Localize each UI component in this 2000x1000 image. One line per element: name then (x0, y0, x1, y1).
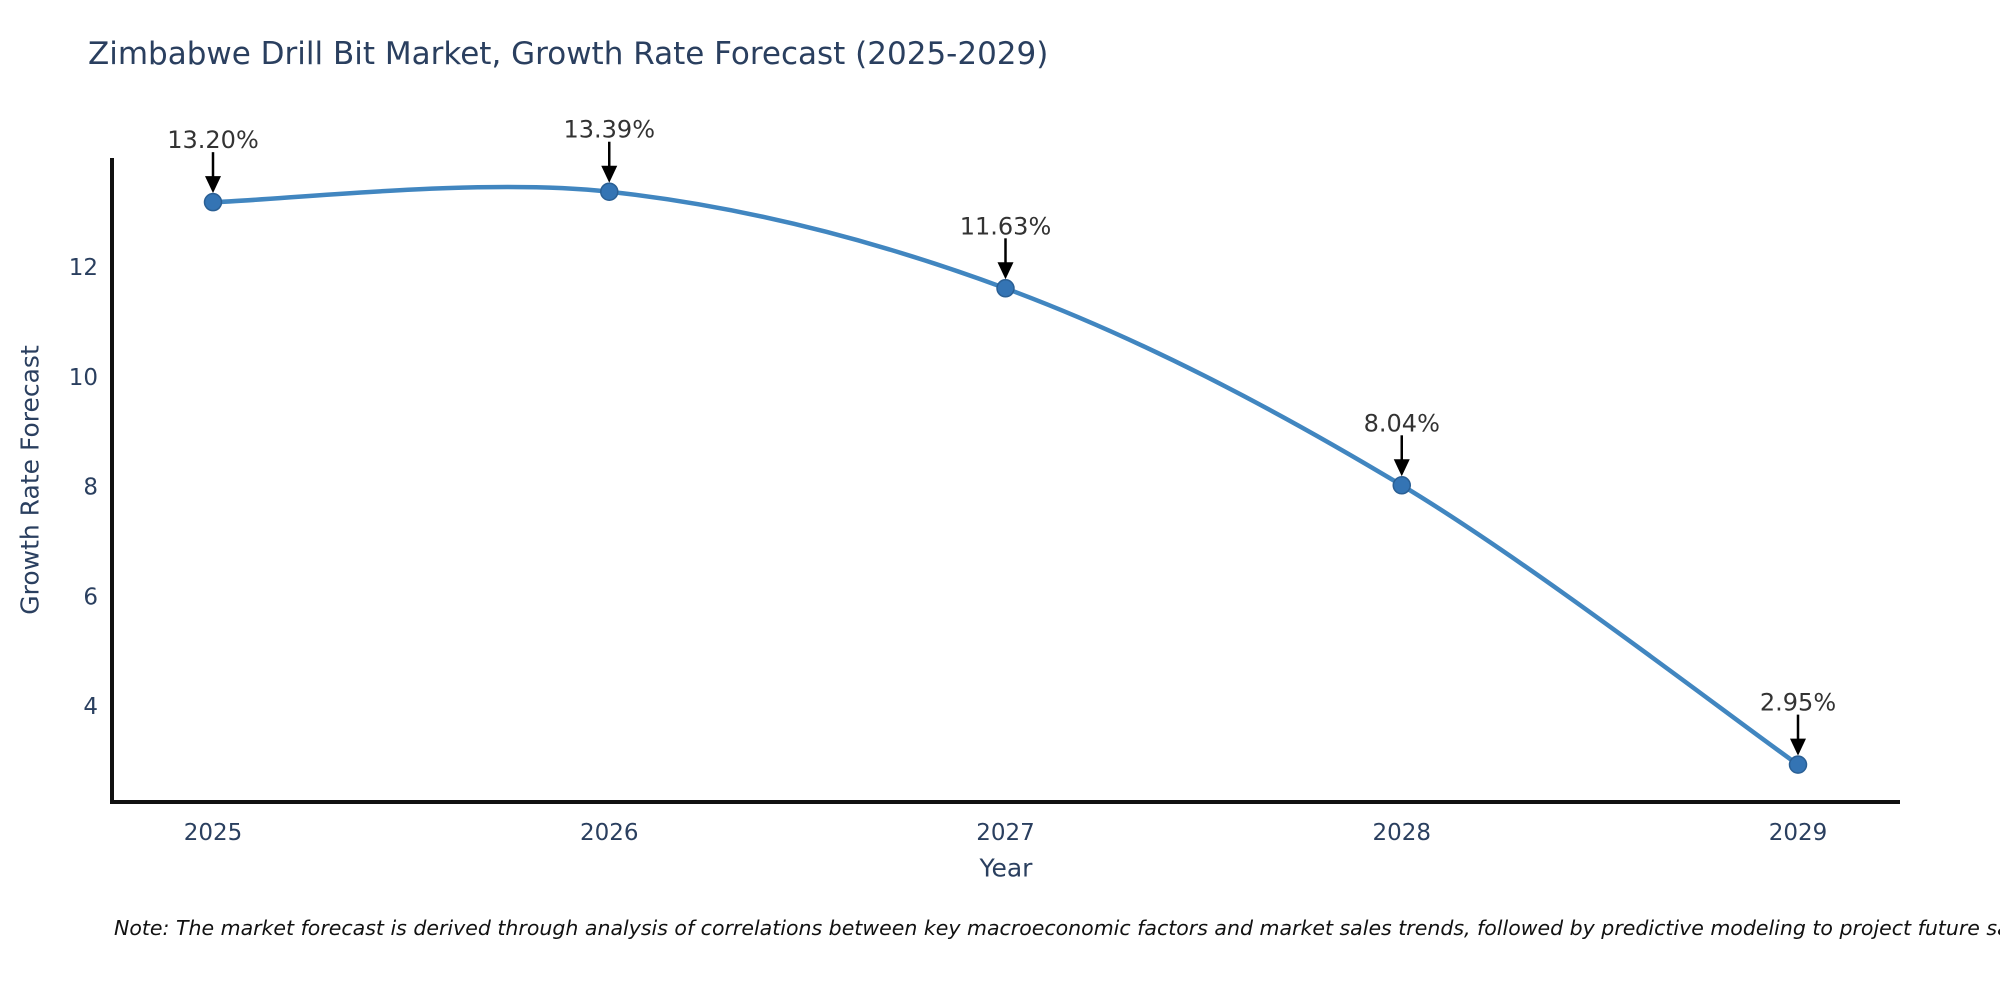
data-point-label: 11.63% (960, 212, 1052, 240)
data-point-label: 13.39% (563, 116, 655, 144)
data-point-marker[interactable] (1788, 755, 1808, 774)
annotation-arrow-head-icon (1790, 738, 1806, 756)
x-tick-label: 2026 (580, 820, 639, 846)
data-point-label: 8.04% (1364, 409, 1440, 437)
y-tick-label: 12 (69, 255, 98, 281)
x-tick-label: 2028 (1372, 820, 1431, 846)
data-point-label: 13.20% (167, 126, 259, 154)
x-tick-label: 2029 (1769, 820, 1828, 846)
forecast-line (210, 184, 1801, 767)
annotation-arrow-head-icon (601, 165, 618, 183)
data-point-marker[interactable] (203, 192, 223, 212)
chart-title: Zimbabwe Drill Bit Market, Growth Rate F… (88, 36, 1049, 72)
y-tick-label: 6 (83, 584, 98, 610)
data-point-marker[interactable] (1392, 476, 1411, 495)
footnote: Note: The market forecast is derived thr… (114, 916, 2000, 940)
data-point-label: 2.95% (1760, 689, 1836, 717)
y-tick-label: 4 (83, 694, 98, 720)
x-axis-title: Year (979, 853, 1033, 883)
annotation-arrow-head-icon (1393, 459, 1410, 477)
x-tick-label: 2027 (976, 820, 1035, 846)
data-point-marker[interactable] (600, 182, 619, 201)
data-point-marker[interactable] (996, 279, 1015, 298)
y-tick-label: 10 (69, 365, 98, 391)
annotation-arrow-head-icon (205, 176, 221, 194)
y-tick-label: 8 (83, 475, 98, 501)
x-tick-label: 2025 (184, 820, 243, 846)
annotation-arrow-head-icon (997, 262, 1014, 280)
